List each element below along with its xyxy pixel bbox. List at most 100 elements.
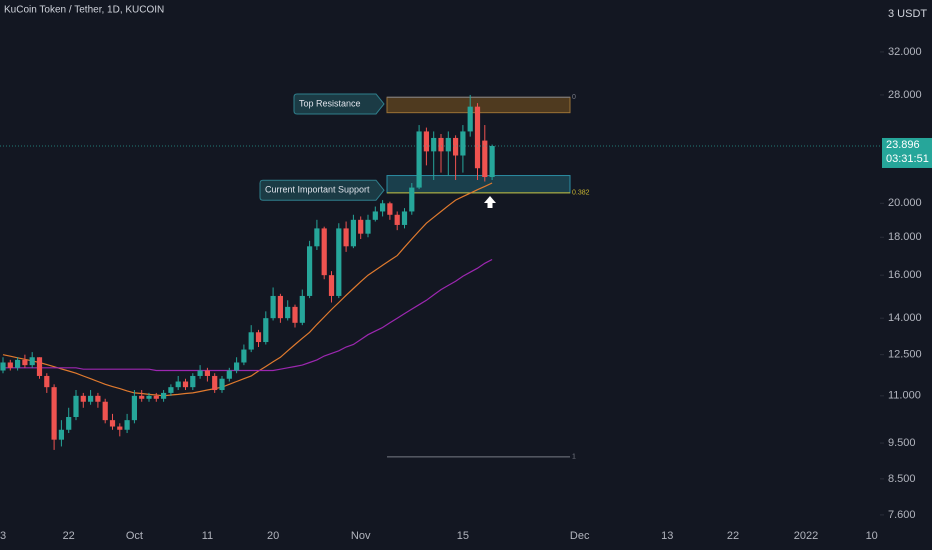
candle-body: [467, 106, 473, 132]
candles: [0, 94, 495, 450]
candle-body: [365, 219, 371, 234]
candle-body: [102, 401, 108, 421]
candle-body: [117, 426, 123, 430]
x-tick-label: 20: [267, 530, 279, 542]
candle-body: [401, 211, 408, 225]
candle-body: [51, 387, 57, 440]
y-tick-label: 11.000: [888, 390, 921, 402]
candle-body: [277, 295, 283, 319]
candle-body: [212, 375, 218, 391]
candle-body: [197, 370, 203, 376]
x-tick-label: 10: [866, 530, 878, 542]
candle-body: [168, 387, 174, 393]
candle-body: [22, 359, 28, 366]
y-tick-label: 14.000: [888, 312, 922, 324]
candle-body: [175, 381, 181, 388]
candle-body: [190, 375, 196, 388]
fib-label: 0: [572, 94, 576, 101]
callout: [293, 93, 385, 115]
candle-body: [482, 140, 488, 178]
candle-body: [299, 295, 305, 323]
callout-label: Top Resistance: [299, 98, 361, 108]
y-tick-label: 32.000: [888, 46, 922, 58]
y-tick-label: 7.600: [888, 509, 916, 521]
candle-body: [219, 378, 225, 391]
zones: 0 0.382 1: [386, 94, 590, 461]
candle-body: [350, 219, 356, 247]
candle-body: [58, 429, 64, 440]
candle-body: [248, 332, 254, 350]
candle-body: [29, 357, 35, 366]
candle-body: [445, 137, 451, 152]
candle-body: [336, 228, 342, 296]
price-badge: [882, 137, 932, 168]
x-tick-label: 22: [727, 530, 739, 542]
candle-body: [131, 395, 137, 421]
candle-body: [124, 420, 130, 430]
candle-body: [88, 395, 94, 402]
y-tick-label: 9.500: [888, 437, 916, 449]
candle-body: [416, 131, 422, 188]
fib-label: 1: [572, 454, 576, 461]
candle-body: [139, 395, 145, 399]
moving-average-line: [2, 182, 493, 397]
candle-body: [372, 211, 378, 220]
candle-body: [0, 362, 6, 371]
candle-body: [460, 131, 466, 156]
candle-body: [109, 420, 116, 427]
candle-body: [343, 228, 349, 247]
candle-body: [204, 370, 210, 376]
x-tick-label: 3: [0, 530, 6, 542]
candle-body: [474, 106, 481, 169]
x-tick-label: 13: [661, 530, 673, 542]
candle-body: [387, 203, 393, 215]
x-tick-label: 15: [457, 530, 469, 542]
candle-body: [234, 362, 240, 371]
candle-body: [489, 145, 495, 178]
candle-body: [380, 203, 386, 212]
candle-body: [423, 131, 429, 152]
x-tick-label: 22: [63, 530, 75, 542]
candle-body: [44, 375, 50, 388]
x-tick-label: 11: [202, 530, 213, 542]
candle-body: [292, 306, 298, 323]
candle-body: [95, 395, 101, 402]
candle-body: [314, 228, 320, 247]
candle-body: [255, 332, 262, 343]
candle-body: [80, 395, 86, 402]
candle-body: [270, 295, 276, 319]
countdown-label: 03:31:51: [886, 153, 929, 165]
candle-body: [409, 187, 415, 212]
candle-body: [15, 359, 21, 368]
candle-body: [66, 417, 72, 430]
zone: [386, 175, 571, 194]
y-tick-label: 12.500: [888, 349, 922, 361]
candle-body: [241, 349, 247, 363]
candle-body: [438, 137, 444, 152]
price-label: 23.896: [886, 139, 920, 151]
x-tick-label: Nov: [351, 530, 371, 542]
x-tick-label: Dec: [570, 530, 590, 542]
arrow-icon: [484, 196, 496, 208]
indicators: [2, 182, 493, 397]
fib-label: 0.382: [572, 190, 590, 197]
candle-body: [182, 381, 189, 388]
chart-title: KuCoin Token / Tether, 1D, KUCOIN: [4, 5, 164, 16]
callout-label: Current Important Support: [265, 185, 370, 195]
candle-body: [263, 318, 269, 343]
axes: 32.000 28.000 20.000 18.000 16.000 14.000 12.5…: [0, 46, 932, 542]
candle-body: [153, 395, 159, 399]
candle-body: [36, 357, 43, 376]
candle-body: [328, 275, 335, 296]
annotations: Top Resistance Current Important Support: [259, 93, 385, 201]
candle-body: [453, 137, 459, 156]
y-tick-label: 16.000: [888, 269, 922, 281]
candle-body: [226, 370, 232, 379]
candle-body: [146, 395, 152, 399]
candle-body: [431, 137, 437, 152]
candle-body: [358, 219, 364, 234]
candle-body: [307, 246, 313, 296]
candle-body: [161, 392, 167, 399]
